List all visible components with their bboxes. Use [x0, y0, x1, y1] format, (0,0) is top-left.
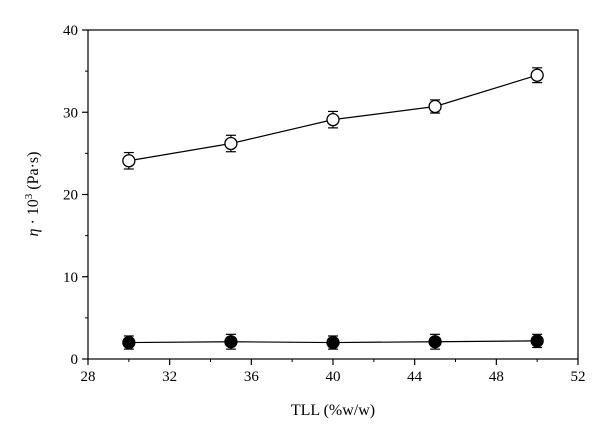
y-axis-symbol: η: [25, 228, 42, 236]
data-point: [428, 99, 442, 114]
y-tick-label: 10: [63, 270, 78, 286]
plot-frame: [87, 29, 579, 360]
x-tick-label: 32: [162, 369, 177, 385]
y-axis-base: 10: [25, 199, 42, 215]
data-point: [428, 335, 442, 349]
x-axis-title: TLL (%w/w): [291, 402, 375, 419]
y-axis-unit: (Pa·s): [25, 152, 42, 194]
data-point: [530, 334, 544, 348]
y-tick-label: 30: [63, 105, 78, 121]
data-point: [122, 154, 136, 168]
y-tick-label: 0: [71, 352, 79, 368]
x-tick-label: 28: [81, 369, 96, 385]
x-tick-label: 44: [407, 369, 423, 385]
x-ticks: 28 32 36 40 44 48 52: [81, 359, 586, 385]
series-2: [122, 333, 544, 350]
y-axis-dot: ·: [25, 215, 42, 228]
data-point: [224, 136, 238, 151]
data-point: [326, 335, 340, 350]
y-tick-label: 40: [63, 23, 78, 39]
axes: [87, 29, 579, 360]
data-point: [326, 113, 340, 127]
y-axis-exponent: 3: [23, 193, 35, 199]
data-point: [224, 335, 238, 349]
x-tick-label: 40: [326, 369, 341, 385]
x-tick-label: 48: [489, 369, 504, 385]
x-tick-label: 52: [571, 369, 586, 385]
y-ticks: 0 10 20 30 40: [63, 23, 88, 368]
series-1: [122, 67, 544, 170]
data-point: [122, 335, 136, 350]
y-axis-title: η · 103 (Pa·s): [23, 152, 42, 237]
y-tick-label: 20: [63, 188, 78, 204]
series-group: [122, 67, 544, 350]
x-tick-label: 36: [244, 369, 260, 385]
data-point: [530, 68, 544, 82]
